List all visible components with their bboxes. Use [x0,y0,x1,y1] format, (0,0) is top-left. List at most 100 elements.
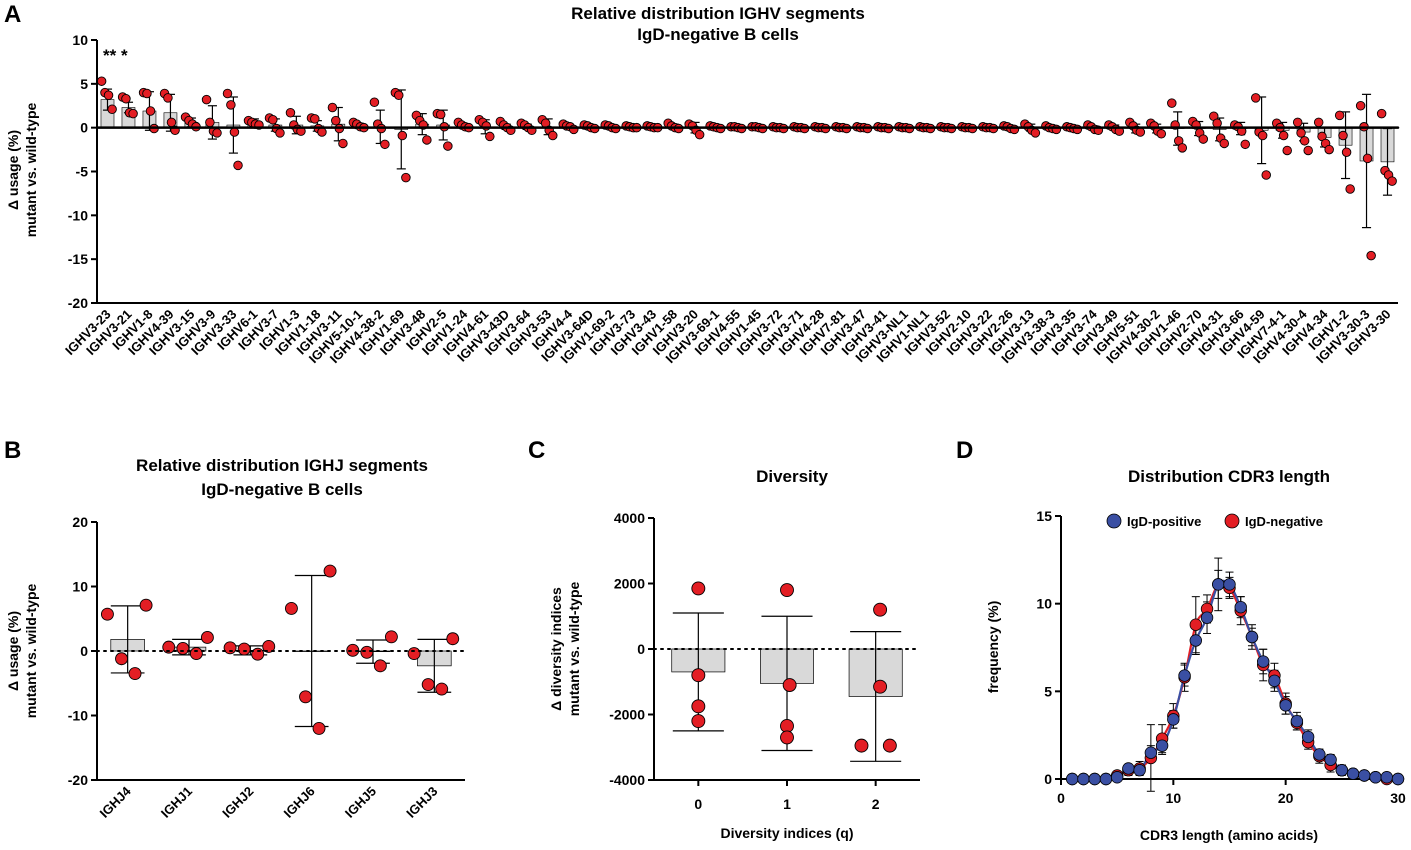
chart-b-point [373,659,387,673]
chart-b-title: Relative distribution IGHJ segments [136,456,428,475]
chart-b-point [446,632,460,646]
panel-c: C Diversity Δ diversity indices mutant v… [528,437,921,841]
chart-a-ylabel-line2: mutant vs. wild-type [23,103,39,238]
chart-b-x-tick-label: IGHJ4 [97,783,135,821]
chart-a-point [422,135,432,145]
chart-a-point [369,97,380,107]
chart-a-point [1338,130,1348,141]
chart-b-point [128,667,142,681]
chart-a-point [1324,144,1334,155]
chart-c-x-tick-label: 2 [872,796,880,812]
chart-d-point-igd-positive [1155,739,1169,752]
chart-a-point [1072,124,1083,135]
chart-d-point-igd-positive [1200,611,1214,624]
chart-d-point-igd-positive [1324,753,1337,766]
chart-a-point [1278,130,1289,141]
chart-d-ylabel: frequency (%) [985,601,1001,694]
chart-a-y-tick-label: -20 [68,295,88,311]
chart-c-point [780,583,794,597]
chart-b-ylabel-line2: mutant vs. wild-type [23,584,39,719]
chart-a-y-tick-label: -15 [68,251,88,267]
chart-a-point [1167,98,1177,108]
chart-b-point [312,721,326,735]
chart-a-point [121,93,131,104]
chart-b-x-tick-label: IGHJ6 [281,784,318,821]
legend-marker-igd-positive [1106,513,1122,529]
chart-d-point-igd-positive [1245,630,1259,644]
chart-d-point-igd-positive [1167,713,1180,726]
chart-a-point [1345,184,1355,194]
chart-d-point-igd-positive [1144,746,1158,759]
chart-a-point [103,90,114,100]
chart-d-point-igd-positive [1346,767,1360,780]
chart-a-point [481,121,492,131]
legend-label-igd-negative: IgD-negative [1245,514,1323,529]
chart-a-y-tick-label: -10 [68,207,88,223]
chart-d-point-igd-positive [1301,730,1315,744]
chart-d-point-igd-positive [1290,714,1304,728]
chart-c-point [854,738,869,753]
chart-b-point [189,647,203,661]
chart-c-y-tick-label: 0 [637,641,645,657]
chart-b-point [162,640,176,654]
chart-c-ylabel-line2: mutant vs. wild-type [566,582,582,717]
chart-a-point [1355,100,1366,111]
chart-b-point [384,630,398,644]
chart-c-x-tick-label: 1 [783,796,791,812]
chart-d-point-igd-positive [1313,748,1326,761]
chart-d-y-tick-label: 10 [1036,596,1052,612]
chart-c-y-tick-label: 4000 [614,510,645,526]
chart-a-point [485,131,495,142]
chart-a-point [569,124,579,135]
chart-b-y-tick-label: 20 [72,514,88,530]
chart-a-point [1219,138,1230,149]
chart-a-point [268,115,278,125]
chart-a-point [1366,250,1376,261]
chart-b-plot: IGHJ4 IGHJ1 IGHJ2 IGHJ6 IGHJ5 IGHJ3 20 10 0 -10 -2… [68,514,466,821]
chart-a-point [145,106,156,116]
chart-d-point-igd-positive [1110,771,1124,784]
chart-c-point [780,730,794,745]
chart-a-point [1177,143,1188,153]
chart-d-point-igd-positive [1133,764,1146,777]
chart-d-x-tick-label: 0 [1057,790,1065,806]
legend-label-igd-positive: IgD-positive [1127,514,1201,529]
chart-d-x-tick-label: 20 [1278,790,1294,806]
chart-d-point-igd-positive [1099,772,1113,786]
chart-a-plot: IGHV3-23IGHV3-21IGHV1-8IGHV4-39IGHV3-15I… [62,32,1400,366]
chart-d-xlabel: CDR3 length (amino acids) [1140,827,1318,843]
chart-a-point [327,102,338,113]
chart-a-point [401,172,411,183]
chart-c-title: Diversity [756,467,828,486]
chart-d-point-igd-positive [1268,674,1281,688]
chart-b-x-tick-label: IGHJ3 [403,784,440,821]
chart-c-xlabel: Diversity indices (q) [720,825,853,841]
chart-a-point [1261,170,1271,180]
chart-a-point [1030,128,1041,138]
legend-marker-igd-negative [1224,513,1240,529]
chart-a-point [1341,147,1352,157]
chart-a-point [380,139,390,150]
chart-c-y-tick-label: 2000 [614,576,645,592]
chart-d-point-igd-positive [1066,772,1079,786]
chart-c-point [882,738,897,753]
chart-a-point [226,100,236,110]
chart-b-point [251,647,265,661]
chart-a-point [1292,117,1303,128]
chart-a-point [96,76,107,86]
panel-letter-c: C [528,437,545,464]
chart-d-x-tick-label: 30 [1390,790,1406,806]
chart-a-point [1282,145,1292,156]
chart-c-ylabel-line1: Δ diversity indices [548,587,564,711]
chart-a-point [1240,139,1250,150]
chart-a-point [128,108,138,119]
chart-b-x-tick-label: IGHJ5 [342,784,379,821]
panel-d: D Distribution CDR3 length frequency (%)… [956,437,1406,843]
chart-a-point [1051,124,1062,135]
chart-a-point [443,141,453,151]
chart-d-point-igd-positive [1212,578,1225,591]
chart-a-point [1135,127,1146,137]
chart-a-significance: ** * [103,46,128,65]
chart-a-point [435,109,446,120]
